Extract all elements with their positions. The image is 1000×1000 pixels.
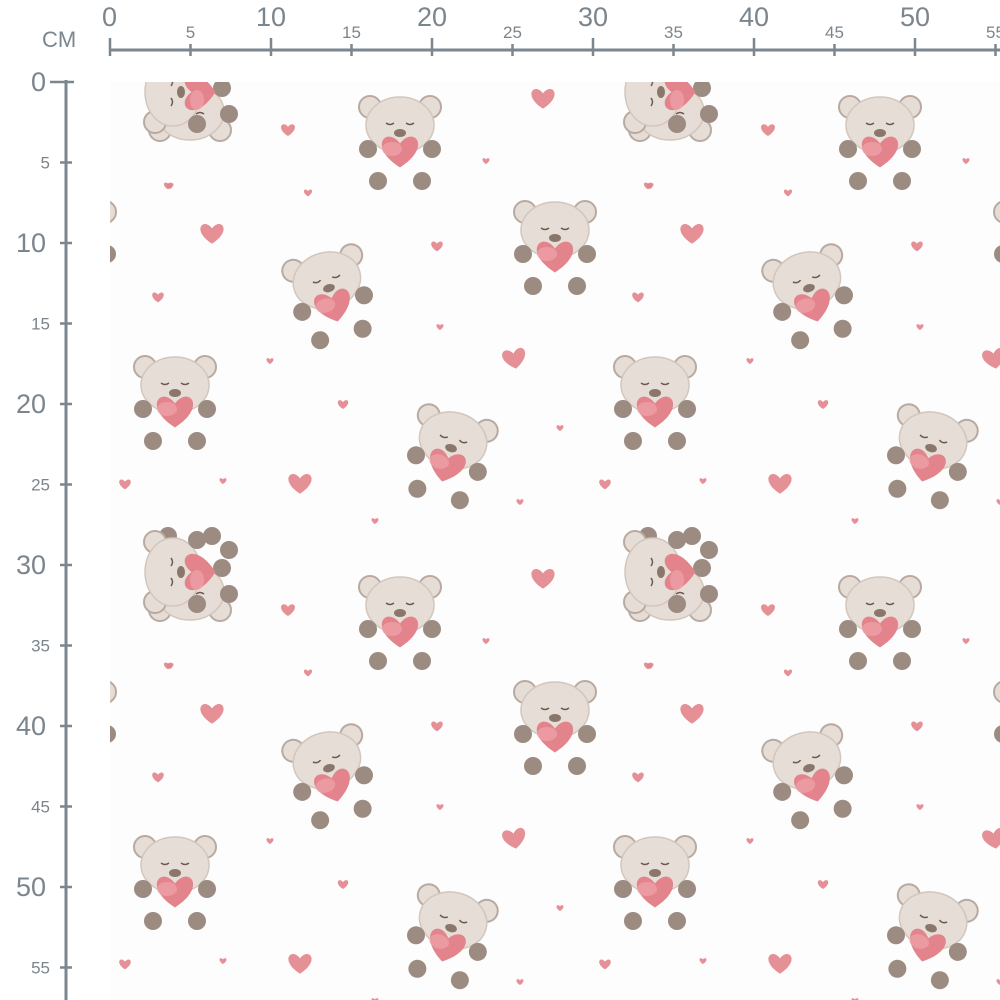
- fabric-surface: [110, 82, 1000, 1000]
- left-ruler-label: 10: [16, 228, 46, 258]
- top-ruler-label: 10: [256, 2, 286, 32]
- left-ruler-label: 35: [31, 637, 50, 656]
- top-ruler: 0 5 10 15 20 25 30 35 40 45 50 55: [102, 2, 1000, 56]
- left-ruler-label: 5: [41, 154, 50, 173]
- left-ruler-label: 20: [16, 389, 46, 419]
- left-ruler-label: 55: [31, 959, 50, 978]
- top-ruler-label: 15: [342, 23, 361, 42]
- top-ruler-label: 50: [900, 2, 930, 32]
- fabric-pattern: [110, 82, 1000, 1000]
- top-ruler-label: 40: [739, 2, 769, 32]
- left-ruler-label: 45: [31, 798, 50, 817]
- top-ruler-label: 25: [503, 23, 522, 42]
- top-ruler-label: 20: [417, 2, 447, 32]
- left-ruler-label: 15: [31, 315, 50, 334]
- top-ruler-label: 35: [664, 23, 683, 42]
- left-ruler-label: 25: [31, 476, 50, 495]
- top-ruler-label: 0: [102, 2, 117, 32]
- top-ruler-label: 30: [578, 2, 608, 32]
- left-ruler-label: 50: [16, 872, 46, 902]
- left-ruler-label: 30: [16, 550, 46, 580]
- unit-label: CM: [42, 27, 76, 52]
- left-ruler: 0 5 10 15 20 25 30 35 40 45 50 55: [16, 67, 74, 1000]
- left-ruler-label: 40: [16, 711, 46, 741]
- top-ruler-label: 5: [186, 23, 195, 42]
- top-ruler-label: 45: [825, 23, 844, 42]
- top-ruler-label: 55: [986, 23, 1000, 42]
- left-ruler-label: 0: [31, 67, 46, 97]
